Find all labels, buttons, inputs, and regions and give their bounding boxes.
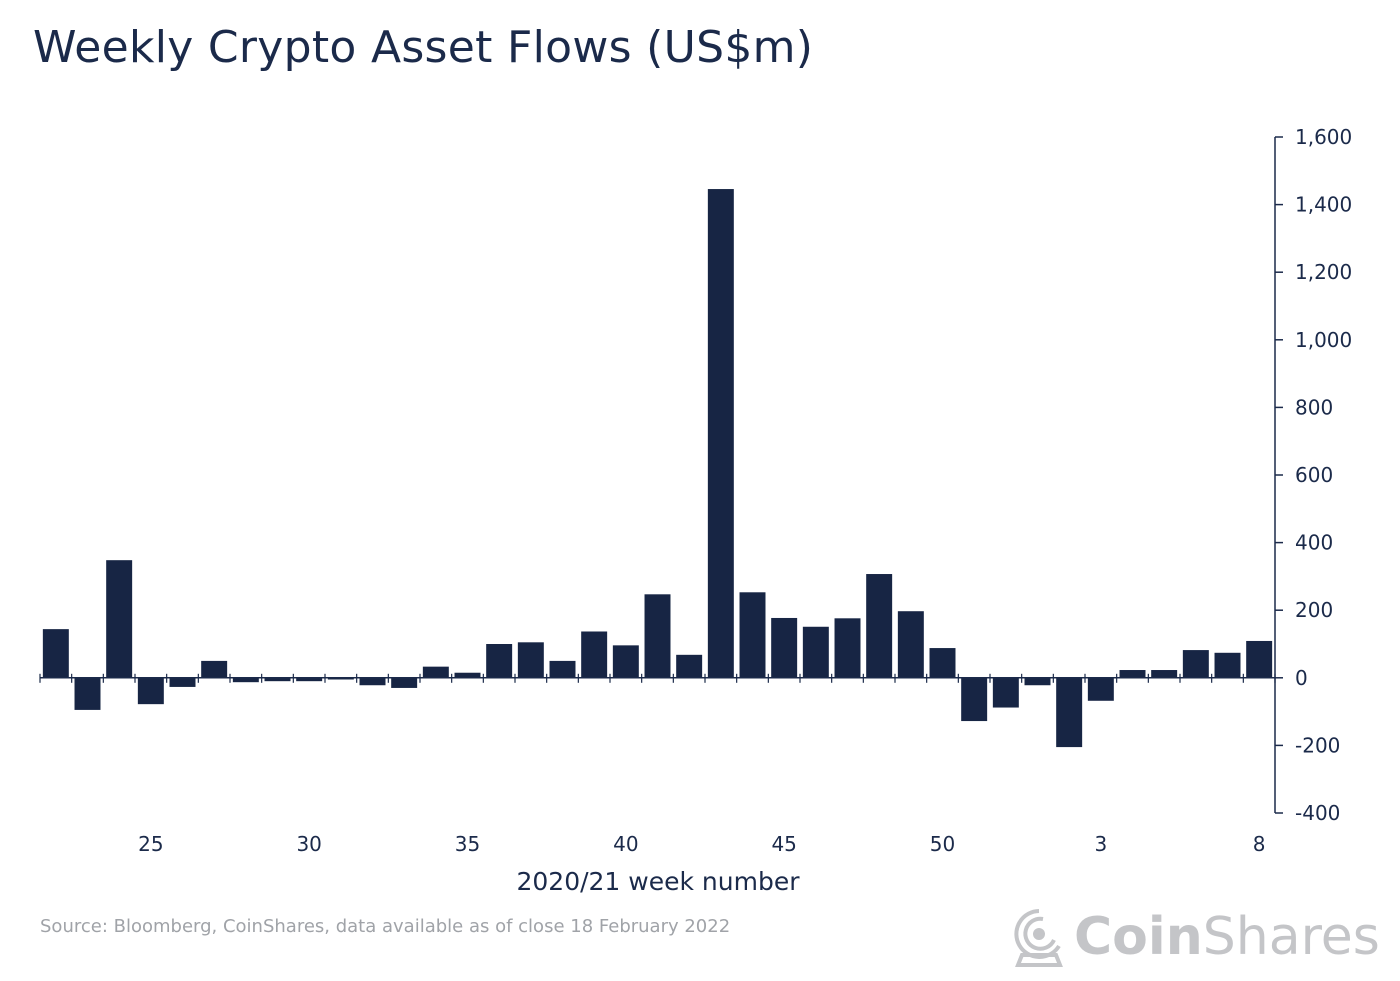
x-tick-label: 3 — [1094, 832, 1107, 856]
y-tick-label: 600 — [1295, 463, 1333, 487]
bar-week-47 — [834, 618, 861, 678]
bar-week-43 — [707, 189, 734, 678]
bar-week-37 — [517, 642, 544, 678]
bar-week-5 — [1151, 670, 1178, 678]
bar-series — [42, 189, 1273, 748]
y-tick-label: 1,400 — [1295, 193, 1352, 217]
bar-week-46 — [802, 626, 829, 678]
bar-week-26 — [169, 677, 196, 687]
bar-week-40 — [612, 645, 639, 678]
bar-week-35 — [454, 672, 481, 678]
bar-week-22 — [42, 629, 69, 678]
bar-week-44 — [739, 592, 766, 678]
x-tick-label: 8 — [1253, 832, 1266, 856]
brand-bold-text: Coin — [1074, 907, 1203, 967]
x-tick-label: 30 — [296, 832, 321, 856]
bar-week-8 — [1246, 640, 1273, 678]
bar-week-24 — [106, 560, 133, 678]
x-axis-ticks: 25 30 35 40 45 50 3 8 — [39, 673, 1276, 856]
y-tick-label: 400 — [1295, 531, 1333, 555]
bar-week-4 — [1119, 670, 1146, 678]
x-tick-label: 50 — [930, 832, 955, 856]
brand-light-text: Shares — [1202, 907, 1380, 967]
bar-week-32 — [359, 677, 386, 686]
bar-week-33 — [391, 677, 418, 688]
bar-week-34 — [422, 666, 449, 678]
bar-week-42 — [676, 654, 703, 678]
x-tick-label: 25 — [138, 832, 163, 856]
astronaut-helmet-icon — [1014, 909, 1063, 967]
bar-week-52 — [992, 677, 1019, 708]
y-axis-ticks: -400 -200 0 200 400 600 800 1,000 1,200 1,400 1,60… — [1275, 125, 1352, 825]
y-tick-label: 200 — [1295, 598, 1333, 622]
bar-week-1 — [1024, 677, 1051, 686]
y-tick-label: 0 — [1295, 666, 1308, 690]
bar-week-50 — [929, 648, 956, 678]
bar-week-7 — [1214, 652, 1241, 678]
brand-wordmark: CoinShares — [1074, 907, 1380, 967]
x-tick-label: 45 — [771, 832, 796, 856]
bar-week-27 — [201, 660, 228, 678]
bar-week-51 — [961, 677, 988, 722]
bar-week-3 — [1087, 677, 1114, 701]
bar-week-31 — [327, 677, 354, 680]
bar-week-49 — [897, 611, 924, 678]
y-tick-label: 800 — [1295, 395, 1333, 419]
x-tick-label: 35 — [455, 832, 480, 856]
bar-week-28 — [232, 677, 259, 683]
bar-week-30 — [296, 677, 323, 682]
x-tick-label: 40 — [613, 832, 638, 856]
y-tick-label: 1,600 — [1295, 125, 1352, 149]
y-tick-label: -400 — [1295, 801, 1340, 825]
bar-week-39 — [581, 631, 608, 678]
coinshares-logo: CoinShares — [1012, 905, 1382, 971]
bar-week-23 — [74, 677, 101, 710]
bar-week-38 — [549, 660, 576, 678]
bar-week-29 — [264, 677, 291, 682]
source-note: Source: Bloomberg, CoinShares, data avai… — [40, 916, 731, 937]
y-tick-label: -200 — [1295, 733, 1340, 757]
y-tick-label: 1,200 — [1295, 260, 1352, 284]
bar-week-45 — [771, 617, 798, 678]
chart-title: Weekly Crypto Asset Flows (US$m) — [33, 22, 814, 73]
bar-week-36 — [486, 644, 513, 678]
y-tick-label: 1,000 — [1295, 328, 1352, 352]
bar-week-41 — [644, 594, 671, 678]
bar-week-2 — [1056, 677, 1083, 748]
bar-week-25 — [137, 677, 164, 705]
bar-week-6 — [1182, 650, 1209, 678]
x-axis-title: 2020/21 week number — [516, 867, 800, 896]
bar-week-48 — [866, 574, 893, 678]
